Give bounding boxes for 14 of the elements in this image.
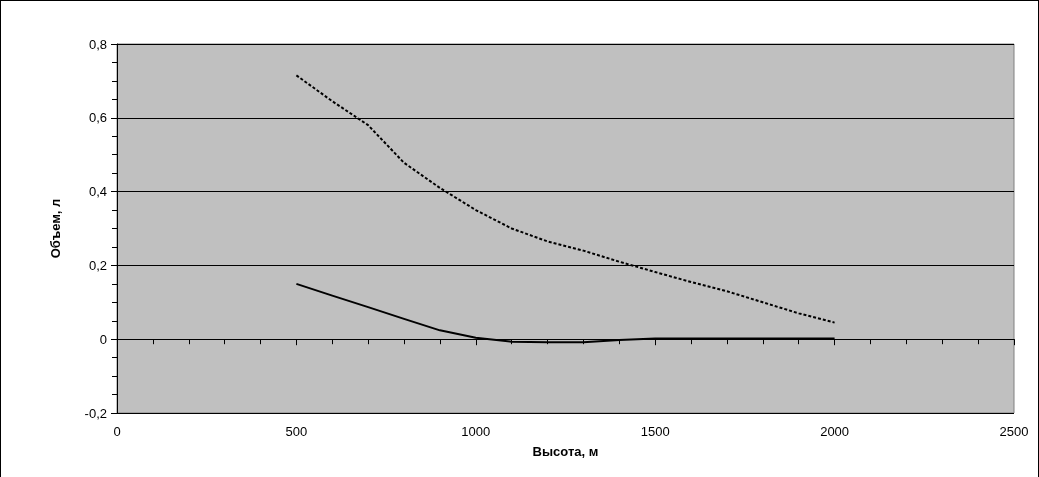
y-tick-label: 0,8 (88, 36, 107, 52)
x-axis-title: Высота, м (532, 444, 599, 459)
x-tick-label: 500 (285, 424, 308, 439)
y-tick-label: 0,6 (88, 110, 107, 126)
y-tick-label: -0,2 (84, 405, 107, 421)
x-tick-label: 2500 (999, 424, 1029, 439)
x-tick-label: 1000 (461, 424, 491, 439)
x-tick-label: 1500 (640, 424, 670, 439)
x-tick-label: 0 (113, 424, 121, 439)
y-tick-label: 0,4 (88, 184, 107, 200)
y-axis-title: Объем, л (48, 198, 63, 259)
y-tick-label: 0,2 (88, 257, 107, 273)
y-tick-label: 0 (99, 331, 107, 347)
x-tick-label: 2000 (820, 424, 850, 439)
